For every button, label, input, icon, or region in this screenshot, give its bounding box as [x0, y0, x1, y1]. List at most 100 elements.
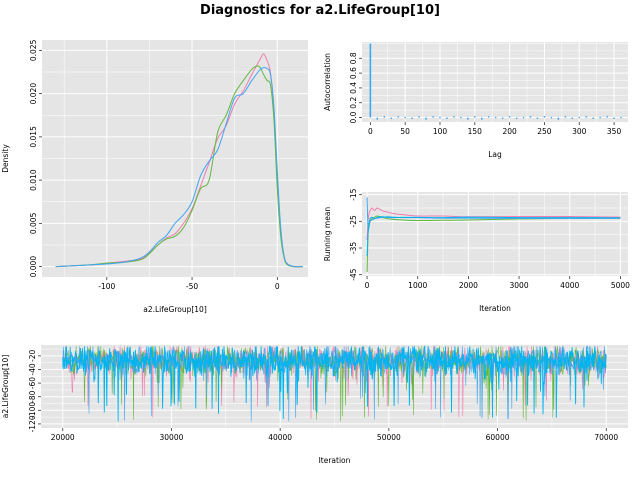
y-tick-label: -60	[28, 377, 37, 389]
y-tick-label: -25	[349, 215, 358, 227]
autocorrelation-x-axis-label: Lag	[488, 150, 502, 159]
autocorrelation-bars	[369, 43, 622, 120]
x-tick-label: 70000	[594, 433, 618, 442]
x-tick-label: 0	[365, 281, 370, 290]
autocorrelation-panel-background	[362, 42, 628, 122]
running-mean-x-axis-label: Iteration	[479, 304, 511, 313]
density-y-axis-label: Density	[1, 144, 10, 173]
x-tick-label: -50	[186, 282, 198, 291]
x-tick-label: 300	[572, 127, 587, 136]
density-panel: -100 -50 0 0.000 0.005 0.010 0.015 0.020 0.025 a…	[1, 39, 308, 314]
running-mean-panel-background	[362, 192, 628, 276]
x-tick-label: 150	[468, 127, 483, 136]
acf-point	[411, 117, 413, 120]
x-tick-label: 0	[275, 282, 280, 291]
running-mean-panel: 0 1000 2000 3000 4000 5000 -15 -25 -35 -45 Iterat…	[323, 188, 630, 313]
running-mean-lines	[366, 197, 621, 273]
acf-point	[613, 117, 615, 120]
x-tick-label: 3000	[510, 281, 529, 290]
y-tick-label: 0.8	[349, 52, 358, 64]
trace-y-axis-label: a2.LifeGroup[10]	[1, 355, 10, 419]
trace-panel: 20000 30000 40000 50000 60000 70000-20-40-60-…	[1, 345, 628, 465]
density-ticks: -100 -50 0 0.000 0.005 0.010 0.015 0.020 0.025	[29, 39, 280, 291]
x-tick-label: 200	[502, 127, 517, 136]
acf-point	[529, 116, 532, 118]
y-tick-label: 0.010	[29, 169, 38, 191]
acf-point	[620, 116, 622, 119]
y-tick-label: 0.4	[349, 82, 358, 94]
acf-point	[453, 116, 455, 118]
x-tick-label: -100	[98, 282, 115, 291]
acf-point	[494, 116, 497, 119]
acf-point	[397, 116, 400, 118]
trace-ticks: 20000 30000 40000 50000 60000 70000-20-40-60-…	[28, 350, 618, 442]
y-tick-label: 0.020	[29, 83, 38, 105]
acf-point	[432, 116, 434, 118]
figure-title: Diagnostics for a2.LifeGroup[10]	[200, 3, 440, 18]
x-tick-label: 4000	[560, 281, 579, 290]
acf-point	[390, 117, 393, 120]
acf-point	[404, 116, 406, 119]
acf-point	[425, 118, 427, 120]
acf-point	[515, 117, 518, 120]
x-tick-label: 100	[433, 127, 448, 136]
y-tick-label: -120	[28, 415, 37, 432]
acf-point	[599, 116, 601, 119]
density-x-axis-label: a2.LifeGroup[10]	[143, 305, 207, 314]
acf-point	[474, 116, 476, 118]
y-tick-label: 0.025	[29, 39, 38, 61]
x-tick-label: 20000	[51, 433, 75, 442]
acf-point	[501, 117, 504, 120]
trace-lines	[62, 345, 607, 422]
density-gridlines	[42, 40, 308, 277]
acf-point	[592, 117, 594, 120]
x-tick-label: 50000	[377, 433, 401, 442]
acf-point	[578, 116, 581, 119]
acf-point	[480, 118, 483, 120]
y-tick-label: -80	[28, 390, 37, 402]
y-tick-label: -20	[28, 350, 37, 362]
acf-point	[376, 118, 379, 120]
acf-point	[467, 118, 469, 120]
trace-x-axis-label: Iteration	[319, 456, 351, 465]
y-tick-label: -40	[28, 363, 37, 375]
x-tick-label: 40000	[268, 433, 292, 442]
density-curve-chain-2	[55, 65, 303, 268]
x-tick-label: 250	[537, 127, 552, 136]
acf-point	[564, 116, 567, 118]
y-tick-label: 0.2	[349, 97, 358, 109]
acf-point	[487, 116, 490, 118]
acf-point	[508, 116, 511, 118]
acf-point	[550, 116, 553, 119]
acf-point	[446, 117, 448, 120]
running-mean-gridlines	[362, 192, 628, 276]
density-curve-chain-3	[55, 67, 303, 268]
autocorrelation-y-axis-label: Autocorrelation	[323, 53, 332, 111]
acf-point	[383, 116, 386, 118]
acf-point	[418, 116, 420, 118]
y-tick-label: -45	[349, 268, 358, 280]
acf-point	[557, 118, 560, 120]
y-tick-label: 0.015	[29, 126, 38, 148]
x-tick-label: 5000	[611, 281, 630, 290]
x-tick-label: 0	[368, 127, 373, 136]
x-tick-label: 50	[400, 127, 410, 136]
running-mean-ticks: 0 1000 2000 3000 4000 5000 -15 -25 -35 -45	[349, 188, 630, 290]
x-tick-label: 350	[607, 127, 622, 136]
x-tick-label: 2000	[459, 281, 478, 290]
acf-point	[571, 117, 574, 120]
acf-point	[606, 116, 608, 118]
y-tick-label: -15	[349, 188, 358, 200]
acf-point	[585, 116, 588, 118]
y-tick-label: 0.6	[349, 67, 358, 79]
acf-point	[543, 116, 546, 118]
x-tick-label: 1000	[408, 281, 427, 290]
y-tick-label: 0.0	[349, 111, 358, 123]
trace-chain-4	[62, 345, 607, 422]
y-tick-label: 0.000	[29, 256, 38, 278]
running-mean-chain-4	[366, 216, 621, 257]
y-tick-label: -35	[349, 242, 358, 254]
x-tick-label: 60000	[486, 433, 510, 442]
running-mean-y-axis-label: Running mean	[323, 207, 332, 262]
